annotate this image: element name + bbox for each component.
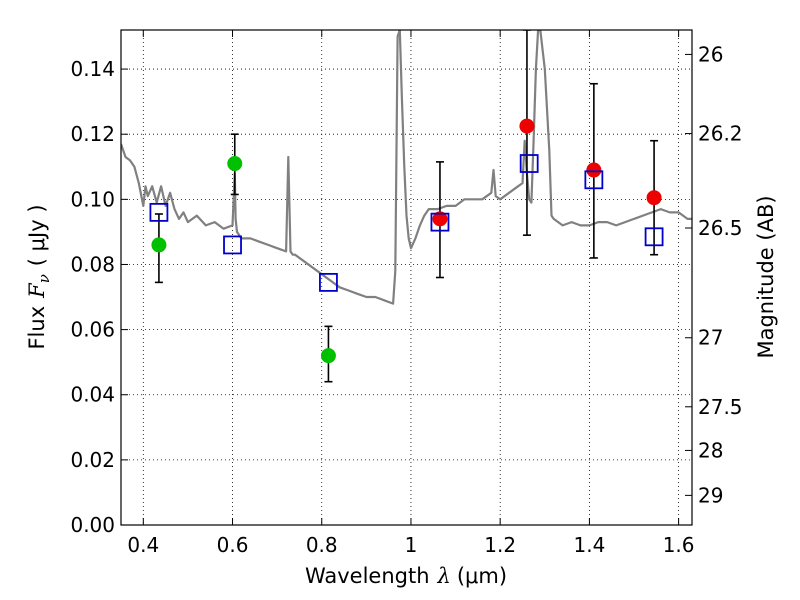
x-axis-label: Wavelength λ (μm) [305, 564, 507, 588]
x-axis-label-unit: (μm) [457, 564, 507, 588]
y-tick-label: 0.08 [70, 252, 115, 276]
x-tick-label: 1.2 [484, 533, 516, 557]
x-tick-label: 1.4 [573, 533, 605, 557]
green-points-marker [320, 348, 336, 364]
green-points-marker [227, 156, 243, 172]
data-points [149, 118, 664, 364]
x-axis-label-prefix: Wavelength [305, 564, 430, 588]
grid-lines [121, 30, 692, 526]
mag-tick-label: 29 [698, 483, 723, 507]
mag-tick-label: 27.5 [698, 395, 743, 419]
x-tick-label: 0.8 [306, 533, 338, 557]
y-tick-label: 0.10 [70, 187, 115, 211]
green-points-marker [151, 237, 167, 253]
x-tick-label: 1.6 [663, 533, 695, 557]
y-tick-label: 0.00 [70, 513, 115, 537]
model-spectrum [121, 30, 692, 305]
mag-tick-label: 26.5 [698, 216, 743, 240]
red-points-marker [519, 118, 535, 134]
y-tick-label: 0.06 [70, 318, 115, 342]
red-points-marker [432, 211, 448, 227]
mag-tick-label: 26 [698, 42, 723, 66]
y-tick-label: 0.14 [70, 57, 115, 81]
red-points-marker [646, 190, 662, 206]
plot-frame [120, 29, 693, 526]
model-bands-square [430, 212, 450, 232]
model-bands-square [149, 202, 169, 222]
x-tick-label: 0.4 [127, 533, 159, 557]
axis-ticks: 0.4 0.6 0.8 1 1.2 1.4 1.6 0.00 0.02 0.04 0.06 0.08 0… [70, 30, 743, 557]
y-axis-label-prefix: Flux [25, 306, 49, 350]
right-axis-label: Magnitude (AB) [754, 195, 778, 358]
y-tick-label: 0.04 [70, 383, 115, 407]
y-tick-label: 0.02 [70, 448, 115, 472]
y-axis-label-unit: ( μJy ) [25, 204, 49, 266]
model-spectrum-line [121, 30, 692, 305]
x-tick-label: 0.6 [217, 533, 249, 557]
model-bands-square [519, 154, 539, 173]
model-bands-square [319, 272, 338, 292]
model-bands-square [584, 170, 604, 190]
y-axis-label-subscript: ν [35, 274, 53, 283]
mag-tick-label: 28 [698, 438, 723, 462]
y-axis-label: Flux Fν ( μJy ) [25, 204, 53, 349]
model-bands-square [223, 235, 242, 255]
model-bands-square [644, 227, 664, 247]
y-axis-label-symbol: F [25, 282, 49, 299]
red-points-marker [586, 162, 602, 178]
x-axis-label-symbol: λ [437, 564, 451, 588]
mag-tick-label: 26.2 [698, 122, 743, 146]
y-tick-label: 0.12 [70, 122, 115, 146]
mag-tick-label: 27 [698, 326, 723, 350]
x-tick-label: 1 [405, 533, 418, 557]
